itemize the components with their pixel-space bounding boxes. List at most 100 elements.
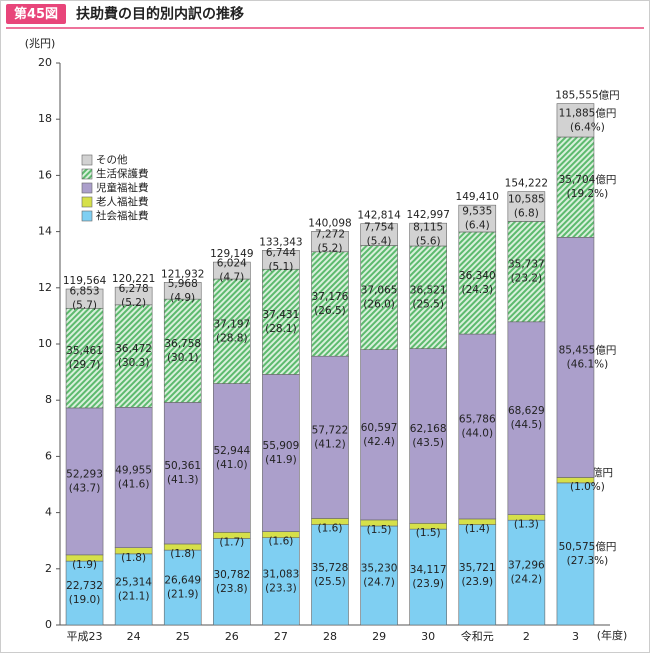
bar-segment: [507, 191, 546, 222]
value-label: 36,340: [459, 270, 496, 282]
bar-segment: [163, 402, 202, 545]
share-label: (5.2): [121, 297, 146, 309]
legend-swatch: [81, 168, 93, 180]
share-label: (46.1%): [567, 358, 609, 370]
share-label: (30.1): [167, 352, 199, 364]
bar-segment: [213, 261, 251, 280]
value-label: 52,293: [66, 468, 103, 480]
bar-segment: [262, 537, 300, 626]
x-tick-label: 平成23: [67, 630, 103, 643]
share-label: (41.3): [167, 474, 199, 486]
share-label: (5.6): [416, 236, 441, 248]
value-label: 34,117: [410, 564, 447, 576]
legend-swatch: [81, 182, 93, 194]
share-label: (25.5): [314, 576, 346, 588]
bar-segment: [556, 136, 595, 238]
value-label: 26,649: [164, 575, 201, 587]
value-label: 5,968: [168, 278, 198, 290]
bar-segment: [311, 524, 349, 626]
y-tick-label: 2: [45, 562, 52, 575]
value-label: 36,521: [410, 284, 447, 296]
bar-segment: [262, 250, 300, 270]
total-label: 129,149: [210, 248, 253, 260]
figure-badge: [6, 4, 66, 24]
bar-segment: [114, 407, 153, 548]
y-tick-label: 10: [38, 337, 52, 350]
share-label: (21.1): [118, 590, 150, 602]
value-label: 37,176: [312, 291, 349, 303]
value-label: 50,361: [164, 460, 201, 472]
total-label: 120,221: [112, 273, 155, 285]
chart-title: 扶助費の目的別内訳の推移: [76, 6, 244, 23]
bar-segment: [213, 278, 251, 384]
legend-swatch: [81, 154, 93, 166]
bar-segment: [262, 374, 300, 532]
share-label: (23.9): [461, 576, 493, 588]
value-label: 57,722: [312, 424, 349, 436]
share-label: (24.2): [511, 574, 543, 586]
total-label: 140,098: [308, 217, 351, 229]
bar-segment: [458, 524, 497, 626]
x-tick-label: 3: [572, 630, 579, 643]
share-label: (41.0): [216, 459, 248, 471]
share-label: (5.4): [367, 236, 392, 248]
y-tick-label: 18: [38, 112, 52, 125]
x-tick-label: 令和元: [461, 629, 494, 643]
share-label: (1.8): [170, 548, 195, 560]
value-label: 85,455億円: [559, 343, 617, 356]
value-label: 49,955: [115, 464, 152, 476]
bar-segment: [65, 307, 104, 409]
share-label: (23.9): [412, 578, 444, 590]
share-label: (19.2%): [567, 188, 609, 200]
share-label: (28.1): [265, 323, 297, 335]
y-tick-label: 4: [45, 506, 52, 519]
bar-segment: [409, 222, 447, 247]
share-label: (19.0): [69, 594, 101, 606]
total-label: 142,814: [357, 210, 401, 222]
value-label: 35,461: [66, 345, 103, 357]
y-tick-label: 20: [38, 56, 52, 69]
legend-label: 社会福祉費: [96, 209, 149, 222]
total-label: 149,410: [456, 191, 499, 203]
value-label: 62,168: [410, 423, 447, 435]
bar-segment: [163, 549, 202, 626]
share-label: (28.8): [216, 332, 248, 344]
value-label: 60,597: [361, 422, 398, 434]
bar-segment: [409, 245, 447, 349]
value-label: 22,732: [66, 580, 103, 592]
share-label: (23.2): [511, 273, 543, 285]
bar-segment: [409, 528, 447, 626]
value-label: 7,272: [315, 229, 345, 241]
y-tick-label: 6: [45, 449, 52, 462]
bar-segment: [311, 355, 349, 519]
bar-segment: [507, 321, 546, 515]
share-label: (5.7): [72, 300, 97, 312]
legend-label: 老人福祉費: [96, 195, 149, 208]
y-tick-label: 8: [45, 393, 52, 406]
total-label: 154,222: [505, 178, 548, 190]
share-label: (1.6): [318, 523, 343, 535]
x-tick-label: 24: [127, 630, 141, 643]
share-label: (21.9): [167, 589, 199, 601]
total-label: 121,932: [161, 268, 204, 280]
value-label: 52,944: [213, 445, 250, 457]
share-label: (24.7): [363, 577, 395, 589]
x-tick-label: 29: [372, 630, 386, 643]
value-label: 30,782: [213, 569, 250, 581]
bar-segment: [360, 223, 398, 246]
value-label: 35,737: [508, 259, 545, 271]
share-label: (24.3): [461, 284, 493, 296]
total-label: 185,555億円: [555, 89, 619, 102]
bar-segment: [556, 103, 595, 138]
share-label: (6.4): [465, 220, 490, 232]
value-label: 68,629: [508, 405, 545, 417]
y-tick-label: 14: [38, 225, 52, 238]
value-label: 35,728: [312, 562, 349, 574]
share-label: (1.7): [219, 536, 244, 548]
bar-segment: [311, 231, 349, 253]
bar-segment: [360, 525, 398, 626]
bar-segment: [556, 482, 595, 626]
bar-segment: [65, 560, 104, 626]
share-label: (42.4): [363, 436, 395, 448]
